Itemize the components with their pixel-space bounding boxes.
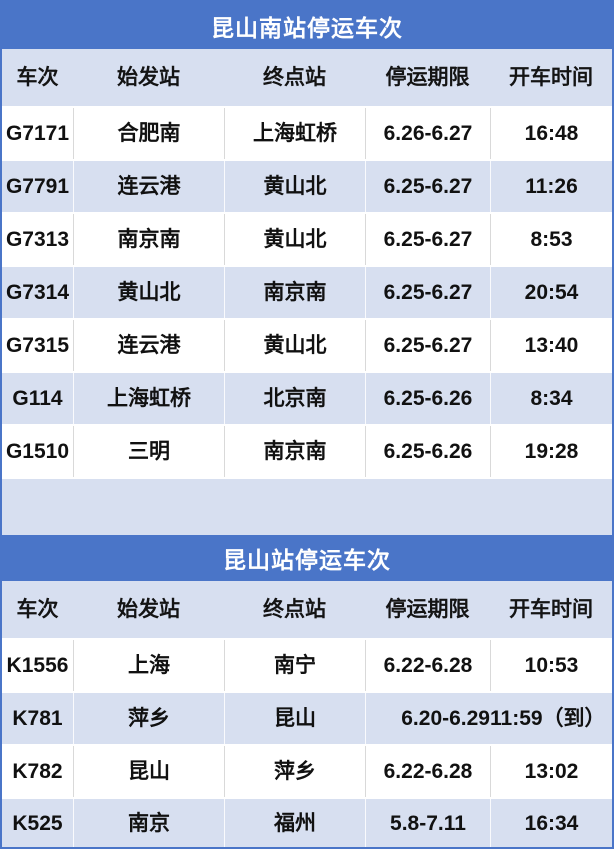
table-title: 昆山南站停运车次 <box>2 2 612 49</box>
column-header-destination: 终点站 <box>263 66 326 89</box>
train-no-cell: K782 <box>12 760 63 783</box>
destination-cell: 黄山北 <box>224 214 365 265</box>
train-no-cell: G7315 <box>5 334 70 357</box>
column-header-row: 车次 始发站 终点站 停运期限 开车时间 <box>2 581 612 638</box>
suspension-period-cell: 6.26-6.27 <box>365 108 490 159</box>
departure-time-cell: 11:59（到） <box>490 707 606 730</box>
table-row: K525 南京 福州 5.8-7.11 16:34 <box>2 797 612 847</box>
origin-cell: 上海虹桥 <box>73 373 224 424</box>
table-row: K781 萍乡 昆山 6.20-6.29 11:59（到） <box>2 691 612 744</box>
suspension-period-cell: 6.25-6.26 <box>365 373 490 424</box>
column-header-train-no: 车次 <box>16 598 59 621</box>
train-no-cell: K1556 <box>6 654 69 677</box>
column-header-departure-time: 开车时间 <box>509 598 593 621</box>
departure-time-cell: 10:53 <box>490 640 612 691</box>
suspension-period-cell: 6.20-6.29 <box>365 693 490 744</box>
column-header-origin: 始发站 <box>117 598 180 621</box>
table-row: G7171 合肥南 上海虹桥 6.26-6.27 16:48 <box>2 106 612 159</box>
origin-cell: 连云港 <box>73 161 224 212</box>
destination-cell: 黄山北 <box>224 161 365 212</box>
departure-time-cell: 8:34 <box>490 373 612 424</box>
train-no-cell: G7171 <box>5 122 70 145</box>
column-header-train-no: 车次 <box>16 66 59 89</box>
column-header-destination: 终点站 <box>263 598 326 621</box>
destination-cell: 南京南 <box>224 426 365 477</box>
suspension-period-cell: 6.25-6.26 <box>365 426 490 477</box>
destination-cell: 福州 <box>224 799 365 847</box>
suspension-period-cell: 6.22-6.28 <box>365 746 490 797</box>
departure-time-cell: 19:28 <box>490 426 612 477</box>
departure-time-cell: 16:48 <box>490 108 612 159</box>
column-header-origin: 始发站 <box>117 66 180 89</box>
suspension-period-cell: 5.8-7.11 <box>365 799 490 847</box>
suspension-period-cell: 6.25-6.27 <box>365 214 490 265</box>
suspension-period-cell: 6.22-6.28 <box>365 640 490 691</box>
origin-cell: 萍乡 <box>73 693 224 744</box>
origin-cell: 上海 <box>73 640 224 691</box>
train-no-cell: K525 <box>12 811 63 835</box>
origin-cell: 南京南 <box>73 214 224 265</box>
suspension-period-cell: 6.25-6.27 <box>365 161 490 212</box>
destination-cell: 昆山 <box>224 693 365 744</box>
origin-cell: 合肥南 <box>73 108 224 159</box>
destination-cell: 上海虹桥 <box>224 108 365 159</box>
train-no-cell: G114 <box>12 387 63 410</box>
train-no-cell: G1510 <box>5 440 70 463</box>
column-header-row: 车次 始发站 终点站 停运期限 开车时间 <box>2 49 612 106</box>
table-row: G7791 连云港 黄山北 6.25-6.27 11:26 <box>2 159 612 212</box>
column-header-departure-time: 开车时间 <box>509 66 593 89</box>
suspension-period-cell: 6.25-6.27 <box>365 320 490 371</box>
destination-cell: 萍乡 <box>224 746 365 797</box>
table-row: G114 上海虹桥 北京南 6.25-6.26 8:34 <box>2 371 612 424</box>
table-row: G7314 黄山北 南京南 6.25-6.27 20:54 <box>2 265 612 318</box>
table-title: 昆山站停运车次 <box>2 535 612 581</box>
departure-time-cell: 16:34 <box>490 799 612 847</box>
destination-cell: 南京南 <box>224 267 365 318</box>
departure-time-cell: 20:54 <box>490 267 612 318</box>
origin-cell: 南京 <box>73 799 224 847</box>
table-gap-spacer <box>2 477 612 535</box>
suspension-period-cell: 6.25-6.27 <box>365 267 490 318</box>
departure-time-cell: 8:53 <box>490 214 612 265</box>
departure-time-cell: 13:40 <box>490 320 612 371</box>
destination-cell: 南宁 <box>224 640 365 691</box>
origin-cell: 黄山北 <box>73 267 224 318</box>
departure-time-cell: 13:02 <box>490 746 612 797</box>
destination-cell: 黄山北 <box>224 320 365 371</box>
table-row: G7313 南京南 黄山北 6.25-6.27 8:53 <box>2 212 612 265</box>
departure-time-cell: 11:26 <box>490 161 612 212</box>
column-header-suspension-period: 停运期限 <box>385 66 470 89</box>
train-no-cell: K781 <box>12 707 63 730</box>
table-row: K782 昆山 萍乡 6.22-6.28 13:02 <box>2 744 612 797</box>
origin-cell: 昆山 <box>73 746 224 797</box>
destination-cell: 北京南 <box>224 373 365 424</box>
origin-cell: 三明 <box>73 426 224 477</box>
origin-cell: 连云港 <box>73 320 224 371</box>
table-row: G7315 连云港 黄山北 6.25-6.27 13:40 <box>2 318 612 371</box>
train-no-cell: G7313 <box>5 228 70 251</box>
table-row: G1510 三明 南京南 6.25-6.26 19:28 <box>2 424 612 477</box>
table-row: K1556 上海 南宁 6.22-6.28 10:53 <box>2 638 612 691</box>
train-no-cell: G7314 <box>5 281 70 304</box>
train-no-cell: G7791 <box>5 175 70 198</box>
column-header-suspension-period: 停运期限 <box>385 598 470 621</box>
